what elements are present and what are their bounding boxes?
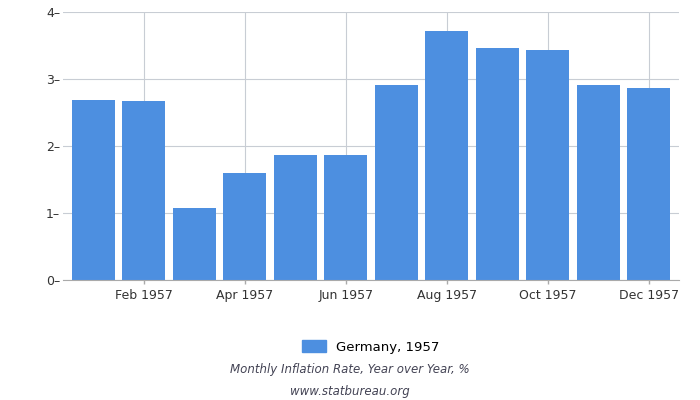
Bar bbox=[223, 174, 266, 280]
Legend: Germany, 1957: Germany, 1957 bbox=[302, 340, 440, 354]
Bar bbox=[173, 208, 216, 280]
Bar bbox=[476, 48, 519, 280]
Bar bbox=[374, 85, 418, 280]
Text: www.statbureau.org: www.statbureau.org bbox=[290, 385, 410, 398]
Bar bbox=[274, 155, 316, 280]
Bar bbox=[526, 50, 569, 280]
Bar bbox=[627, 88, 670, 280]
Bar bbox=[426, 31, 468, 280]
Text: Monthly Inflation Rate, Year over Year, %: Monthly Inflation Rate, Year over Year, … bbox=[230, 364, 470, 376]
Bar bbox=[324, 155, 368, 280]
Bar bbox=[577, 85, 620, 280]
Bar bbox=[122, 101, 165, 280]
Bar bbox=[72, 100, 115, 280]
